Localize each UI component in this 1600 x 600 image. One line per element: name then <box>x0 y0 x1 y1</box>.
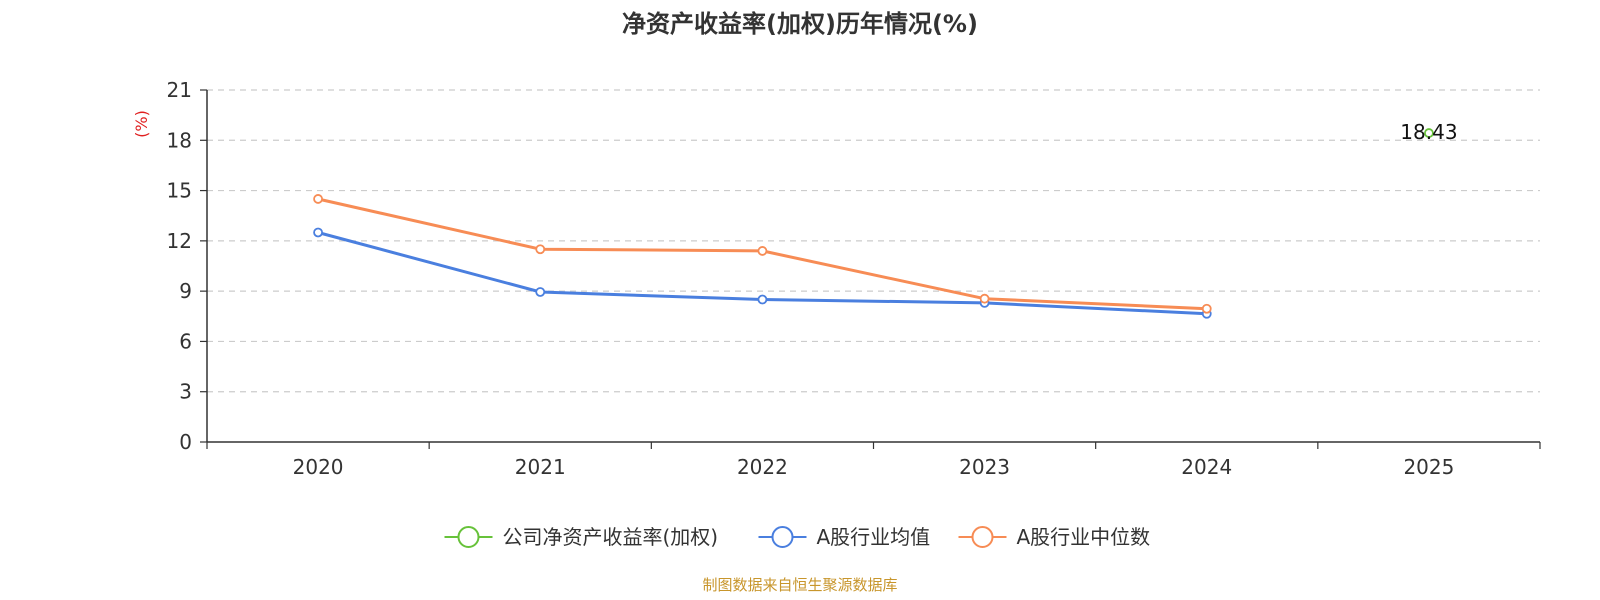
y-tick-label: 3 <box>179 380 192 404</box>
y-tick-label: 21 <box>167 78 192 102</box>
x-tick-label: 2022 <box>737 455 788 479</box>
y-tick-label: 6 <box>179 329 192 353</box>
x-tick-label: 2020 <box>293 455 344 479</box>
data-point[interactable] <box>979 293 990 304</box>
legend-label: A股行业中位数 <box>1017 525 1151 549</box>
y-tick-label: 0 <box>179 430 192 454</box>
legend-item-0[interactable]: 公司净资产收益率(加权) <box>444 525 719 549</box>
series-1 <box>313 227 1212 319</box>
data-point[interactable] <box>313 227 323 238</box>
grid-lines <box>207 89 1540 393</box>
legend-label: A股行业均值 <box>817 525 931 549</box>
data-point[interactable] <box>757 246 768 256</box>
data-point[interactable] <box>1424 128 1434 138</box>
series-2 <box>313 194 1212 314</box>
y-tick-label: 9 <box>179 279 192 303</box>
legend-marker-icon <box>971 526 994 548</box>
data-point[interactable] <box>535 287 546 297</box>
x-tick-label: 2024 <box>1181 455 1232 479</box>
data-point[interactable] <box>757 294 768 305</box>
x-tick-label: 2025 <box>1403 455 1454 479</box>
series-0: 18.43 <box>1400 120 1457 144</box>
y-axis-unit-label: (%) <box>132 110 151 138</box>
legend: 公司净资产收益率(加权) A股行业均值 A股行业中位数 <box>444 525 1151 549</box>
x-tick-label: 2021 <box>515 455 566 479</box>
chart-title: 净资产收益率(加权)历年情况(%) <box>622 10 978 38</box>
legend-item-2[interactable]: A股行业中位数 <box>958 525 1151 549</box>
data-point[interactable] <box>313 194 323 204</box>
data-point[interactable] <box>535 244 546 255</box>
data-label: 18.43 <box>1400 120 1457 144</box>
y-tick-label: 12 <box>167 229 192 253</box>
legend-marker-icon <box>771 526 794 548</box>
y-tick-label: 18 <box>167 128 192 152</box>
legend-item-1[interactable]: A股行业均值 <box>758 525 931 549</box>
x-tick-label: 2023 <box>959 455 1010 479</box>
series-lines: 18.43 <box>313 120 1458 319</box>
legend-marker-icon <box>457 526 480 548</box>
y-tick-label: 15 <box>167 179 192 203</box>
data-point[interactable] <box>1201 303 1212 314</box>
legend-label: 公司净资产收益率(加权) <box>503 525 719 549</box>
data-source-note: 制图数据来自恒生聚源数据库 <box>702 576 897 594</box>
axes: 0 3 6 9 12 15 18 21 2020 2021 2022 2023 2024 2025 <box>167 78 1541 479</box>
